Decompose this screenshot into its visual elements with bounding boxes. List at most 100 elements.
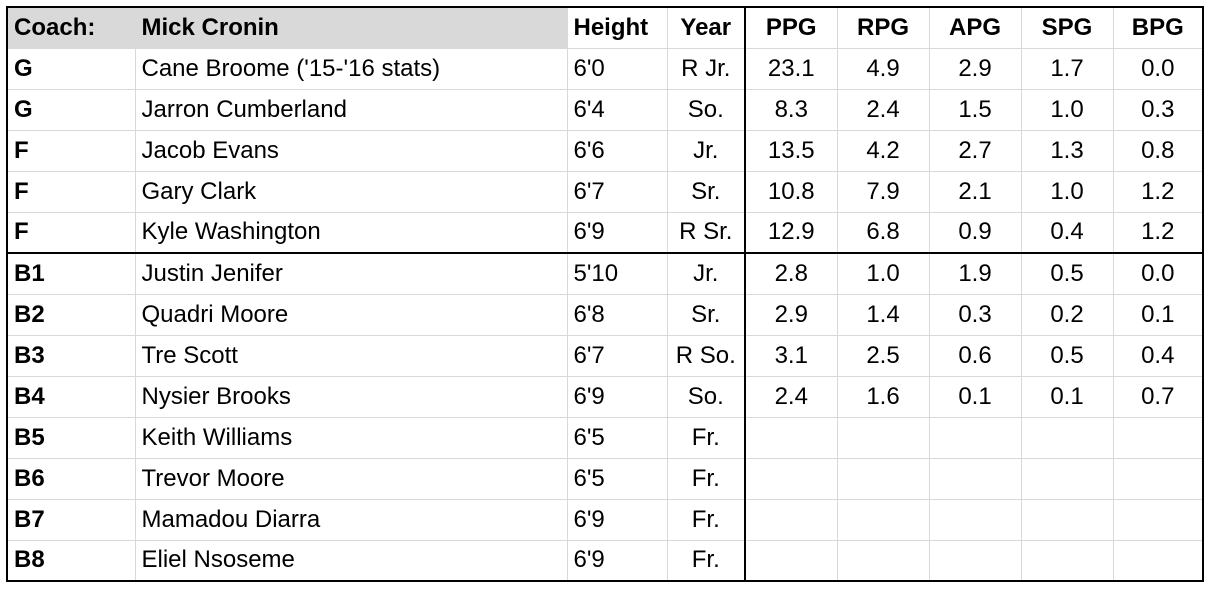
ppg-cell[interactable]: 2.8: [744, 252, 838, 295]
player-name-cell[interactable]: Keith Williams: [134, 416, 568, 459]
position-cell[interactable]: B8: [6, 539, 136, 582]
spg-cell[interactable]: 0.4: [1020, 211, 1114, 254]
year-cell[interactable]: So.: [666, 375, 746, 418]
height-cell[interactable]: 6'6: [566, 129, 668, 172]
player-name-cell[interactable]: Jarron Cumberland: [134, 88, 568, 131]
year-cell[interactable]: Sr.: [666, 170, 746, 213]
bpg-cell[interactable]: 0.0: [1112, 252, 1204, 295]
player-name-cell[interactable]: Eliel Nsoseme: [134, 539, 568, 582]
apg-cell[interactable]: 0.9: [928, 211, 1022, 254]
ppg-cell[interactable]: [744, 539, 838, 582]
player-name-cell[interactable]: Cane Broome ('15-'16 stats): [134, 47, 568, 90]
apg-cell[interactable]: [928, 457, 1022, 500]
height-cell[interactable]: 6'9: [566, 375, 668, 418]
rpg-cell[interactable]: 4.2: [836, 129, 930, 172]
ppg-cell[interactable]: 12.9: [744, 211, 838, 254]
apg-cell[interactable]: [928, 539, 1022, 582]
year-cell[interactable]: Fr.: [666, 539, 746, 582]
bpg-cell[interactable]: 0.8: [1112, 129, 1204, 172]
player-name-cell[interactable]: Justin Jenifer: [134, 252, 568, 295]
year-cell[interactable]: R Jr.: [666, 47, 746, 90]
bpg-cell[interactable]: [1112, 457, 1204, 500]
ppg-cell[interactable]: 2.4: [744, 375, 838, 418]
spg-cell[interactable]: 1.0: [1020, 170, 1114, 213]
player-name-cell[interactable]: Tre Scott: [134, 334, 568, 377]
height-cell[interactable]: 6'7: [566, 170, 668, 213]
rpg-cell[interactable]: [836, 457, 930, 500]
ppg-cell[interactable]: 13.5: [744, 129, 838, 172]
position-cell[interactable]: G: [6, 88, 136, 131]
position-cell[interactable]: B2: [6, 293, 136, 336]
height-cell[interactable]: 6'9: [566, 498, 668, 541]
rpg-cell[interactable]: 1.4: [836, 293, 930, 336]
bpg-cell[interactable]: 1.2: [1112, 211, 1204, 254]
height-cell[interactable]: 6'7: [566, 334, 668, 377]
bpg-cell[interactable]: 1.2: [1112, 170, 1204, 213]
position-cell[interactable]: F: [6, 170, 136, 213]
position-cell[interactable]: B4: [6, 375, 136, 418]
position-cell[interactable]: B3: [6, 334, 136, 377]
year-cell[interactable]: So.: [666, 88, 746, 131]
rpg-cell[interactable]: 6.8: [836, 211, 930, 254]
ppg-cell[interactable]: 8.3: [744, 88, 838, 131]
bpg-cell[interactable]: 0.7: [1112, 375, 1204, 418]
apg-cell[interactable]: 2.1: [928, 170, 1022, 213]
apg-cell[interactable]: [928, 498, 1022, 541]
height-cell[interactable]: 6'9: [566, 539, 668, 582]
player-name-cell[interactable]: Kyle Washington: [134, 211, 568, 254]
apg-cell[interactable]: [928, 416, 1022, 459]
spg-cell[interactable]: [1020, 457, 1114, 500]
spg-cell[interactable]: 0.1: [1020, 375, 1114, 418]
ppg-cell[interactable]: 3.1: [744, 334, 838, 377]
player-name-cell[interactable]: Jacob Evans: [134, 129, 568, 172]
spg-cell[interactable]: 0.5: [1020, 334, 1114, 377]
height-header[interactable]: Height: [566, 6, 668, 49]
position-cell[interactable]: F: [6, 211, 136, 254]
ppg-cell[interactable]: 2.9: [744, 293, 838, 336]
bpg-cell[interactable]: [1112, 539, 1204, 582]
height-cell[interactable]: 6'0: [566, 47, 668, 90]
apg-cell[interactable]: 0.6: [928, 334, 1022, 377]
height-cell[interactable]: 6'5: [566, 457, 668, 500]
player-name-cell[interactable]: Quadri Moore: [134, 293, 568, 336]
rpg-cell[interactable]: 7.9: [836, 170, 930, 213]
height-cell[interactable]: 6'8: [566, 293, 668, 336]
position-cell[interactable]: F: [6, 129, 136, 172]
coach-name[interactable]: Mick Cronin: [134, 6, 568, 49]
year-cell[interactable]: Fr.: [666, 416, 746, 459]
ppg-cell[interactable]: 10.8: [744, 170, 838, 213]
ppg-cell[interactable]: [744, 457, 838, 500]
spg-cell[interactable]: 1.3: [1020, 129, 1114, 172]
year-header[interactable]: Year: [666, 6, 746, 49]
rpg-cell[interactable]: [836, 416, 930, 459]
rpg-cell[interactable]: [836, 539, 930, 582]
rpg-cell[interactable]: 4.9: [836, 47, 930, 90]
bpg-header[interactable]: BPG: [1112, 6, 1204, 49]
position-cell[interactable]: B5: [6, 416, 136, 459]
position-cell[interactable]: G: [6, 47, 136, 90]
apg-cell[interactable]: 1.5: [928, 88, 1022, 131]
year-cell[interactable]: R Sr.: [666, 211, 746, 254]
bpg-cell[interactable]: 0.4: [1112, 334, 1204, 377]
coach-label[interactable]: Coach:: [6, 6, 136, 49]
player-name-cell[interactable]: Mamadou Diarra: [134, 498, 568, 541]
ppg-header[interactable]: PPG: [744, 6, 838, 49]
apg-cell[interactable]: 0.3: [928, 293, 1022, 336]
apg-cell[interactable]: 0.1: [928, 375, 1022, 418]
bpg-cell[interactable]: 0.1: [1112, 293, 1204, 336]
rpg-cell[interactable]: [836, 498, 930, 541]
rpg-cell[interactable]: 2.4: [836, 88, 930, 131]
year-cell[interactable]: Fr.: [666, 498, 746, 541]
year-cell[interactable]: Fr.: [666, 457, 746, 500]
spg-cell[interactable]: [1020, 416, 1114, 459]
rpg-cell[interactable]: 1.0: [836, 252, 930, 295]
height-cell[interactable]: 6'4: [566, 88, 668, 131]
year-cell[interactable]: Sr.: [666, 293, 746, 336]
rpg-cell[interactable]: 1.6: [836, 375, 930, 418]
spg-cell[interactable]: [1020, 498, 1114, 541]
spg-cell[interactable]: [1020, 539, 1114, 582]
spg-header[interactable]: SPG: [1020, 6, 1114, 49]
position-cell[interactable]: B1: [6, 252, 136, 295]
year-cell[interactable]: Jr.: [666, 252, 746, 295]
apg-cell[interactable]: 2.9: [928, 47, 1022, 90]
